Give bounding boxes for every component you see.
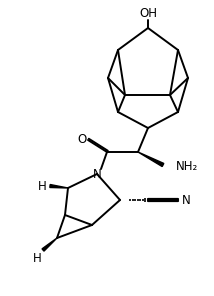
Text: OH: OH [139,7,157,20]
Text: NH₂: NH₂ [176,160,198,173]
Text: N: N [93,168,101,181]
Text: N: N [182,194,190,207]
Text: O: O [77,133,87,146]
Polygon shape [138,152,164,167]
Text: H: H [33,252,41,265]
Polygon shape [50,184,68,188]
Text: H: H [38,179,46,192]
Polygon shape [42,238,57,251]
